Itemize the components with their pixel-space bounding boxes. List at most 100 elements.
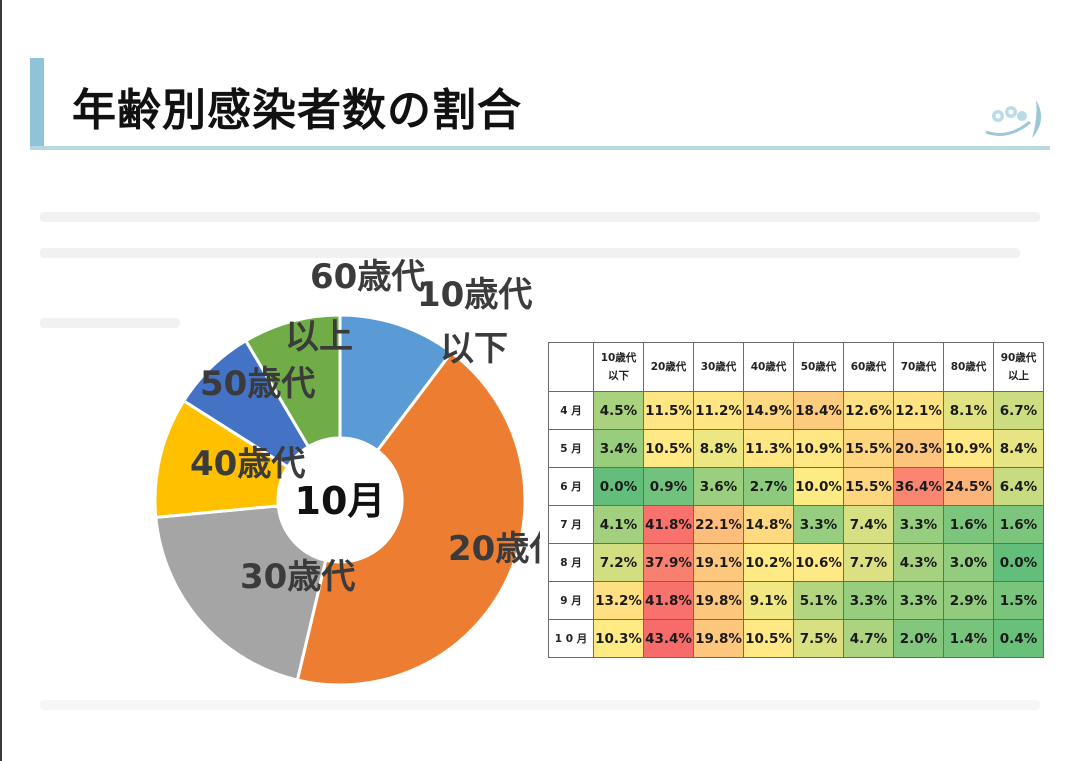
pie-slice-6 bbox=[243, 313, 342, 449]
heatmap-cell: 7.5% bbox=[793, 619, 844, 658]
pie-center-label: 10月 bbox=[295, 479, 386, 523]
heatmap-column-header-text: 70歳代 bbox=[900, 361, 937, 373]
heatmap-column-header-text: 30歳代 bbox=[700, 361, 737, 373]
heatmap-cell: 36.4% bbox=[893, 467, 944, 506]
heatmap-cell: 3.4% bbox=[593, 429, 644, 468]
heatmap-column-header-text: 50歳代 bbox=[800, 361, 837, 373]
heatmap-column-header-text: 20歳代 bbox=[650, 361, 687, 373]
heatmap-column-header-text: 10歳代 bbox=[600, 352, 637, 364]
title-accent-bar bbox=[30, 58, 44, 148]
heatmap-cell: 10.5% bbox=[743, 619, 794, 658]
pie-label-6-line-1: 60歳代 bbox=[310, 257, 425, 297]
heatmap-cell: 11.5% bbox=[643, 391, 694, 430]
heatmap-row: 7 月 4.1% 41.8% 22.1% 14.8% 3.3% 7.4% 3.3% 1.6% 1.… bbox=[548, 505, 1044, 544]
heatmap-cell: 4.5% bbox=[593, 391, 644, 430]
faded-text-line bbox=[40, 212, 1040, 222]
heatmap-column-header-9: 90歳代以上 bbox=[993, 342, 1044, 392]
heatmap-cell: 8.1% bbox=[943, 391, 994, 430]
heatmap-cell: 10.9% bbox=[943, 429, 994, 468]
heatmap-cell: 18.4% bbox=[793, 391, 844, 430]
faded-text-line bbox=[40, 700, 1040, 710]
heatmap-cell: 1.4% bbox=[943, 619, 994, 658]
heatmap-cell: 43.4% bbox=[643, 619, 694, 658]
heatmap-cell: 8.8% bbox=[693, 429, 744, 468]
heatmap-column-header-text: 40歳代 bbox=[750, 361, 787, 373]
pie-label-5: 50歳代 bbox=[200, 364, 315, 404]
heatmap-row: 1 0 月 10.3% 43.4% 19.8% 10.5% 7.5% 4.7% 2.0% 1.4… bbox=[548, 619, 1044, 658]
heatmap-cell: 4.7% bbox=[843, 619, 894, 658]
heatmap-cell: 10.2% bbox=[743, 543, 794, 582]
heatmap-cell: 2.9% bbox=[943, 581, 994, 620]
heatmap-cell: 14.8% bbox=[743, 505, 794, 544]
heatmap-cell: 2.0% bbox=[893, 619, 944, 658]
heatmap-column-header-1: 10歳代以下 bbox=[593, 342, 644, 392]
heatmap-cell: 13.2% bbox=[593, 581, 644, 620]
heatmap-cell: 2.7% bbox=[743, 467, 794, 506]
heatmap-cell: 19.8% bbox=[693, 581, 744, 620]
heatmap-cell: 15.5% bbox=[843, 467, 894, 506]
heatmap-cell: 1.6% bbox=[943, 505, 994, 544]
heatmap-cell: 10.6% bbox=[793, 543, 844, 582]
heatmap-column-header-6: 60歳代 bbox=[843, 342, 894, 392]
heatmap-cell: 4.3% bbox=[893, 543, 944, 582]
heatmap-cell: 10.3% bbox=[593, 619, 644, 658]
lily-of-the-valley-icon bbox=[985, 100, 1042, 138]
heatmap-cell: 9.1% bbox=[743, 581, 794, 620]
heatmap-row-label: 1 0 月 bbox=[548, 619, 594, 658]
heatmap-cell: 7.2% bbox=[593, 543, 644, 582]
faded-text-line bbox=[40, 318, 180, 328]
faded-text-line bbox=[40, 248, 1020, 258]
heatmap-row-label: 8 月 bbox=[548, 543, 594, 582]
heatmap-cell: 4.1% bbox=[593, 505, 644, 544]
heatmap-row-label: 7 月 bbox=[548, 505, 594, 544]
heatmap-row: 4 月 4.5% 11.5% 11.2% 14.9% 18.4% 12.6% 12.1% 8.1… bbox=[548, 391, 1044, 430]
heatmap-cell: 41.8% bbox=[643, 581, 694, 620]
heatmap-column-header-8: 80歳代 bbox=[943, 342, 994, 392]
heatmap-cell: 3.3% bbox=[843, 581, 894, 620]
heatmap-cell: 20.3% bbox=[893, 429, 944, 468]
heatmap-column-header-text: 以下 bbox=[608, 370, 629, 382]
heatmap-cell: 3.3% bbox=[793, 505, 844, 544]
heatmap-cell: 0.0% bbox=[993, 543, 1044, 582]
heatmap-row-label: 4 月 bbox=[548, 391, 594, 430]
heatmap-row: 9 月 13.2% 41.8% 19.8% 9.1% 5.1% 3.3% 3.3% 2.9% 1.… bbox=[548, 581, 1044, 620]
heatmap-row: 6 月 0.0% 0.9% 3.6% 2.7% 10.0% 15.5% 36.4% 24.5% 6… bbox=[548, 467, 1044, 506]
heatmap-row: 5 月 3.4% 10.5% 8.8% 11.3% 10.9% 15.5% 20.3% 10.9… bbox=[548, 429, 1044, 468]
heatmap-cell: 3.0% bbox=[943, 543, 994, 582]
heatmap-column-header-4: 40歳代 bbox=[743, 342, 794, 392]
title-underline bbox=[30, 146, 1050, 150]
pie-label-4: 40歳代 bbox=[190, 444, 305, 484]
heatmap-row-label: 5 月 bbox=[548, 429, 594, 468]
heatmap-body: 4 月 4.5% 11.5% 11.2% 14.9% 18.4% 12.6% 12.1% 8.1… bbox=[548, 391, 1044, 658]
pie-label-1-line-1: 10歳代 bbox=[417, 275, 532, 315]
pie-label-6-line-2: 以上 bbox=[285, 317, 353, 357]
heatmap-cell: 10.0% bbox=[793, 467, 844, 506]
pie-slice-3 bbox=[154, 504, 328, 682]
heatmap-row-label: 9 月 bbox=[548, 581, 594, 620]
heatmap-cell: 37.9% bbox=[643, 543, 694, 582]
heatmap-column-header-text: 90歳代 bbox=[1000, 352, 1037, 364]
heatmap-cell: 24.5% bbox=[943, 467, 994, 506]
heatmap-cell: 14.9% bbox=[743, 391, 794, 430]
heatmap-cell: 1.5% bbox=[993, 581, 1044, 620]
heatmap-corner-cell bbox=[548, 342, 594, 392]
heatmap-cell: 11.3% bbox=[743, 429, 794, 468]
heatmap-cell: 0.9% bbox=[643, 467, 694, 506]
pie-label-1-line-2: 以下 bbox=[440, 329, 508, 369]
heatmap-cell: 8.4% bbox=[993, 429, 1044, 468]
heatmap-cell: 7.4% bbox=[843, 505, 894, 544]
pie-label-3: 30歳代 bbox=[240, 557, 355, 597]
heatmap-cell: 6.4% bbox=[993, 467, 1044, 506]
heatmap-cell: 11.2% bbox=[693, 391, 744, 430]
heatmap-column-header-2: 20歳代 bbox=[643, 342, 694, 392]
heatmap-column-header-text: 以上 bbox=[1008, 370, 1029, 382]
heatmap-cell: 10.9% bbox=[793, 429, 844, 468]
heatmap-cell: 3.3% bbox=[893, 581, 944, 620]
heatmap-cell: 10.5% bbox=[643, 429, 694, 468]
heatmap-cell: 6.7% bbox=[993, 391, 1044, 430]
heatmap-cell: 5.1% bbox=[793, 581, 844, 620]
heatmap-cell: 22.1% bbox=[693, 505, 744, 544]
heatmap-cell: 0.0% bbox=[593, 467, 644, 506]
heatmap-table: 10歳代 以下 20歳代 30歳代 40歳代 50歳代 60歳代 70歳代 80歳代 90歳代 以上… bbox=[548, 342, 1044, 658]
